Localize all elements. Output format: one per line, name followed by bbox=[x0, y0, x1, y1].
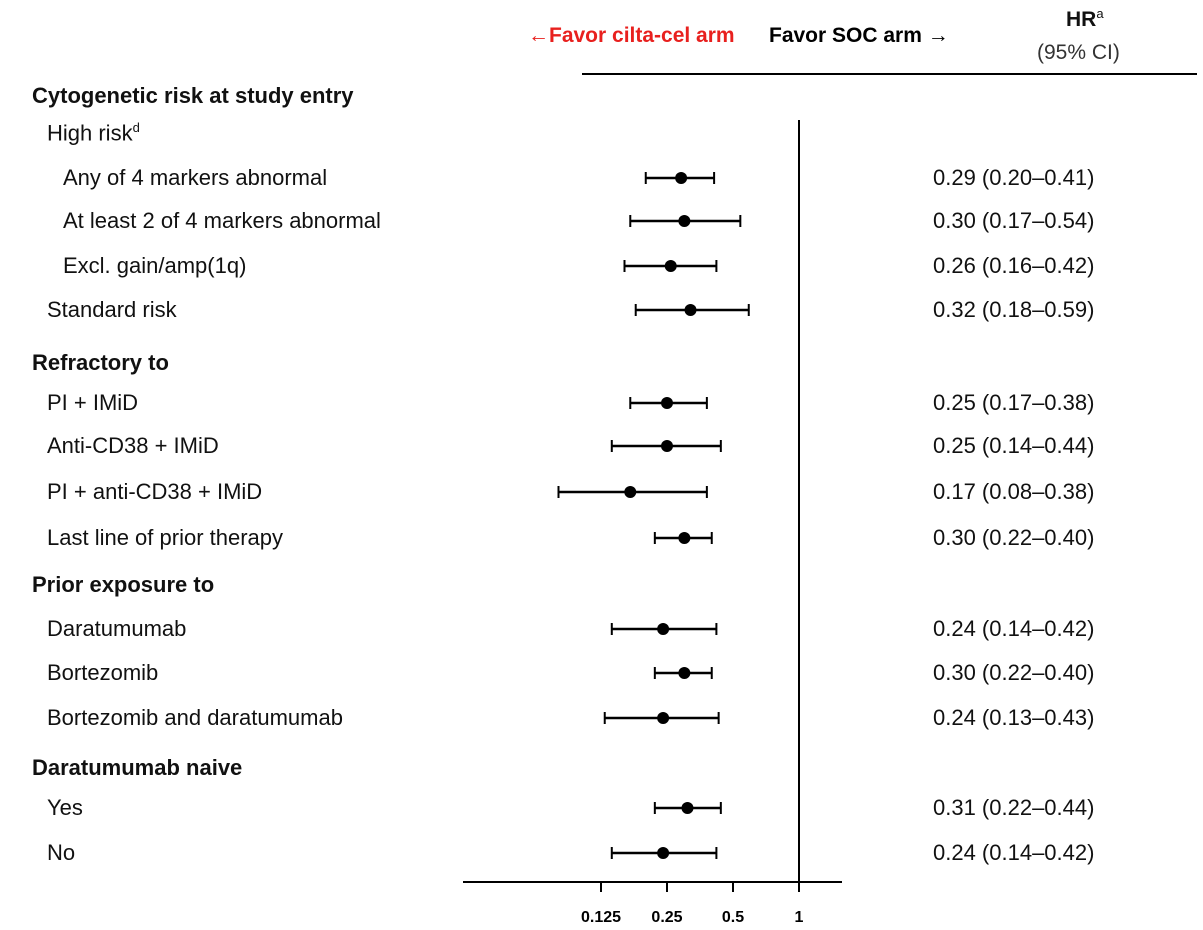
hr-column-title: HRa bbox=[1066, 6, 1104, 32]
row-label-text: Refractory to bbox=[32, 350, 169, 375]
row-label: At least 2 of 4 markers abnormal bbox=[63, 208, 381, 234]
row-label: Yes bbox=[47, 795, 83, 821]
section-heading: Daratumumab naive bbox=[32, 755, 242, 781]
favor-cilta-cel-label: ←Favor cilta-cel arm bbox=[528, 24, 735, 47]
hr-value: 0.29 (0.20–0.41) bbox=[933, 165, 1095, 190]
row-label-text: Daratumumab naive bbox=[32, 755, 243, 780]
point-estimate bbox=[624, 486, 637, 498]
header-rule bbox=[582, 73, 1197, 75]
row-label: PI + anti-CD38 + IMiD bbox=[47, 479, 262, 505]
row-label: Daratumumab bbox=[47, 616, 186, 642]
row-label: Excl. gain/amp(1q) bbox=[63, 253, 246, 279]
hr-value: 0.17 (0.08–0.38) bbox=[933, 479, 1095, 504]
hr-title-footnote: a bbox=[1096, 6, 1104, 21]
point-estimate bbox=[661, 440, 673, 452]
row-label-text: At least 2 of 4 markers abnormal bbox=[63, 208, 381, 233]
point-estimate bbox=[678, 667, 691, 679]
row-label-text: Excl. gain/amp(1q) bbox=[63, 253, 247, 278]
point-estimate bbox=[678, 532, 691, 544]
point-estimate bbox=[657, 712, 670, 724]
hr-value: 0.24 (0.13–0.43) bbox=[933, 705, 1095, 730]
row-label-text: Bortezomib and daratumumab bbox=[47, 705, 343, 730]
x-tick-label: 0.25 bbox=[651, 909, 682, 926]
hr-value: 0.31 (0.22–0.44) bbox=[933, 795, 1095, 820]
point-estimate bbox=[675, 172, 688, 184]
row-label-text: Cytogenetic risk at study entry bbox=[32, 83, 354, 108]
hr-value: 0.25 (0.14–0.44) bbox=[933, 433, 1095, 458]
row-label: Standard risk bbox=[47, 297, 177, 323]
row-label: Last line of prior therapy bbox=[47, 525, 283, 551]
section-heading: Cytogenetic risk at study entry bbox=[32, 83, 354, 109]
point-estimate bbox=[664, 260, 677, 272]
row-label-text: Anti-CD38 + IMiD bbox=[47, 433, 219, 458]
row-label: Bortezomib bbox=[47, 660, 158, 686]
hr-value: 0.26 (0.16–0.42) bbox=[933, 253, 1095, 278]
row-label-text: Yes bbox=[47, 795, 83, 820]
row-label-text: Bortezomib bbox=[47, 660, 159, 685]
hr-value: 0.25 (0.17–0.38) bbox=[933, 390, 1095, 415]
x-tick-label: 0.125 bbox=[581, 909, 621, 926]
hr-value: 0.32 (0.18–0.59) bbox=[933, 297, 1095, 322]
row-label-text: PI + anti-CD38 + IMiD bbox=[47, 479, 263, 504]
hr-value: 0.24 (0.14–0.42) bbox=[933, 616, 1095, 641]
favor-soc-label: Favor SOC arm → bbox=[769, 24, 949, 47]
hr-value: 0.30 (0.22–0.40) bbox=[933, 525, 1095, 550]
x-tick-label: 0.5 bbox=[722, 909, 744, 926]
row-label-text: Daratumumab bbox=[47, 616, 187, 641]
point-estimate bbox=[684, 304, 697, 316]
point-estimate bbox=[681, 802, 694, 814]
row-label-text: No bbox=[47, 840, 76, 865]
row-label-text: PI + IMiD bbox=[47, 390, 139, 415]
section-heading: Refractory to bbox=[32, 350, 169, 376]
row-label-footnote: d bbox=[132, 120, 140, 135]
point-estimate bbox=[661, 397, 673, 409]
row-label: Anti-CD38 + IMiD bbox=[47, 433, 219, 459]
hr-title-text: HR bbox=[1066, 8, 1097, 31]
row-label-text: Standard risk bbox=[47, 297, 177, 322]
section-heading: Prior exposure to bbox=[32, 572, 214, 598]
row-label-text: Prior exposure to bbox=[32, 572, 215, 597]
point-estimate bbox=[657, 623, 670, 635]
row-label: Any of 4 markers abnormal bbox=[63, 165, 327, 191]
point-estimate bbox=[678, 215, 691, 227]
row-label-text: Last line of prior therapy bbox=[47, 525, 284, 550]
row-label: PI + IMiD bbox=[47, 390, 138, 416]
row-label: Bortezomib and daratumumab bbox=[47, 705, 343, 731]
hr-value: 0.30 (0.17–0.54) bbox=[933, 208, 1095, 233]
row-label: No bbox=[47, 840, 75, 866]
hr-value: 0.30 (0.22–0.40) bbox=[933, 660, 1095, 685]
row-label: High riskd bbox=[47, 120, 140, 146]
point-estimate bbox=[657, 847, 670, 859]
hr-value: 0.24 (0.14–0.42) bbox=[933, 840, 1095, 865]
hr-column-subtitle: (95% CI) bbox=[1037, 41, 1120, 64]
row-label-text: High risk bbox=[47, 120, 133, 146]
row-label-text: Any of 4 markers abnormal bbox=[63, 165, 328, 190]
x-tick-label: 1 bbox=[795, 909, 804, 926]
